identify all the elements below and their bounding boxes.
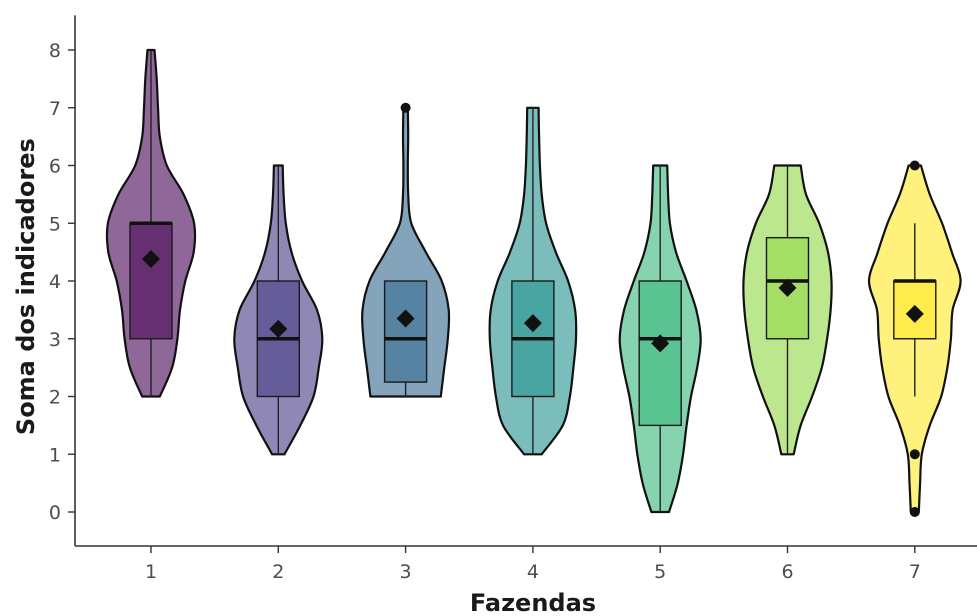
mean-marker	[905, 304, 924, 323]
iqr-box	[383, 280, 428, 383]
mean-marker	[142, 250, 160, 269]
violin-group-5	[618, 164, 702, 514]
y-tick-label: 8	[49, 40, 61, 62]
x-tick-label: 1	[145, 561, 157, 583]
y-tick-label: 2	[49, 387, 61, 409]
y-axis-title: Soma dos indicadores	[12, 138, 40, 435]
y-tick-label: 1	[49, 444, 61, 466]
violin-group-4	[488, 106, 578, 456]
x-tick-label: 3	[400, 561, 412, 583]
x-axis-title: Fazendas	[470, 589, 596, 616]
mean-marker	[396, 309, 415, 328]
x-tick-label: 6	[781, 561, 793, 583]
violin-group-1	[105, 48, 197, 398]
y-tick-label: 5	[49, 213, 61, 235]
y-tick-label: 7	[49, 98, 61, 120]
outlier-point	[909, 449, 920, 460]
mean-marker	[778, 278, 797, 297]
y-tick-label: 0	[49, 502, 61, 524]
iqr-box	[129, 222, 173, 340]
x-axis-ticks: 1 2 3 4 5 6 7	[145, 546, 921, 583]
x-tick-label: 7	[909, 561, 921, 583]
mean-marker	[269, 319, 288, 338]
mean-marker	[523, 314, 542, 333]
violin-group-3	[361, 102, 451, 398]
x-tick-label: 4	[527, 561, 539, 583]
x-tick-label: 2	[272, 561, 284, 583]
y-tick-label: 4	[49, 271, 61, 293]
y-tick-label: 6	[49, 156, 61, 178]
violin-group-7	[867, 160, 962, 517]
outlier-point	[400, 102, 411, 113]
y-tick-label: 3	[49, 329, 61, 351]
x-tick-label: 5	[654, 561, 666, 583]
iqr-box	[638, 280, 682, 427]
mean-marker	[651, 334, 670, 353]
plot-area	[105, 48, 962, 517]
violin-group-6	[742, 164, 833, 456]
outlier-point	[909, 160, 920, 171]
outlier-point	[909, 507, 920, 517]
y-axis-ticks: 0 1 2 3 4 5 6 7 8	[49, 40, 75, 524]
violin-group-2	[233, 164, 324, 456]
